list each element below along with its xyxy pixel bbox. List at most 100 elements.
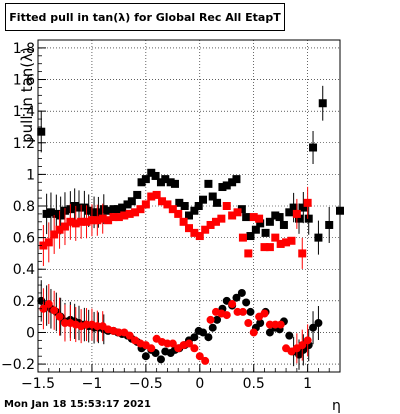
data-square-0 xyxy=(251,225,260,234)
data-square-0 xyxy=(228,178,237,187)
data-square-0 xyxy=(213,198,222,207)
data-dot-3 xyxy=(44,300,53,309)
x-tick-label: 1 xyxy=(303,376,312,392)
data-dot-3 xyxy=(195,352,204,361)
data-square-0 xyxy=(295,214,304,223)
data-square-0 xyxy=(52,209,61,218)
data-dot-2 xyxy=(265,328,274,337)
data-square-0 xyxy=(318,99,327,108)
x-tick-label: −0.5 xyxy=(129,376,163,392)
axes: −1.5 −1 −0.5 0 0.5 1 −0.2 0 0.2 0.4 0.6 0.8 1 1.2 1.4 1… xyxy=(1,39,341,392)
data-square-1 xyxy=(276,239,285,248)
data-dot-2 xyxy=(208,323,217,332)
data-square-1 xyxy=(50,230,59,239)
data-dot-3 xyxy=(298,341,307,350)
data-square-0 xyxy=(56,211,65,220)
data-square-0 xyxy=(190,206,199,215)
data-square-1 xyxy=(206,220,215,229)
data-square-0 xyxy=(218,183,227,192)
y-tick-label: 0 xyxy=(26,325,35,341)
x-tick-label: 0.5 xyxy=(243,376,265,392)
data-dot-3 xyxy=(39,304,48,313)
data-square-1 xyxy=(60,222,69,231)
data-dot-3 xyxy=(303,336,312,345)
data-square-1 xyxy=(249,213,258,222)
data-dot-3 xyxy=(244,318,253,327)
data-square-1 xyxy=(125,209,134,218)
data-square-0 xyxy=(84,206,93,215)
data-dot-2 xyxy=(242,298,251,307)
data-square-1 xyxy=(260,243,269,252)
y-axis-label: pull in tan(λ) xyxy=(18,47,36,143)
data-square-0 xyxy=(70,202,79,210)
y-tick-label: 1.4 xyxy=(13,104,35,120)
data-square-0 xyxy=(325,220,334,229)
data-dot-2 xyxy=(213,315,222,324)
data-square-0 xyxy=(94,208,103,217)
data-square-1 xyxy=(217,214,226,223)
data-square-0 xyxy=(199,195,208,204)
data-square-1 xyxy=(287,236,296,245)
data-square-1 xyxy=(298,249,307,258)
data-square-1 xyxy=(244,249,253,258)
data-square-0 xyxy=(147,168,156,177)
data-square-1 xyxy=(168,205,177,214)
data-square-1 xyxy=(265,243,274,252)
data-square-0 xyxy=(285,208,294,217)
data-dot-3 xyxy=(249,328,258,337)
data-square-1 xyxy=(131,208,140,217)
data-square-0 xyxy=(118,203,127,212)
x-axis-label: η xyxy=(332,398,341,414)
data-square-0 xyxy=(237,205,246,214)
data-square-1 xyxy=(190,228,199,237)
data-dot-2 xyxy=(190,333,199,342)
data-square-0 xyxy=(265,217,274,226)
y-tick-label: −0.2 xyxy=(1,357,35,373)
data-square-1 xyxy=(104,216,113,225)
data-square-0 xyxy=(304,214,313,223)
data-dot-3 xyxy=(260,309,269,318)
data-square-1 xyxy=(233,208,242,217)
data-square-0 xyxy=(180,202,189,210)
data-square-1 xyxy=(87,216,96,225)
data-dot-3 xyxy=(228,300,237,309)
grid-lines xyxy=(37,40,340,372)
y-tick-label: 1.2 xyxy=(13,136,35,152)
x-tick-label: 0 xyxy=(195,376,204,392)
data-square-0 xyxy=(242,213,251,222)
data-dot-2 xyxy=(314,318,323,327)
data-dot-2 xyxy=(246,307,255,316)
data-square-1 xyxy=(136,205,145,214)
data-square-1 xyxy=(238,233,247,242)
data-square-0 xyxy=(37,127,46,136)
data-square-1 xyxy=(93,216,102,225)
data-square-1 xyxy=(44,238,53,247)
data-dot-2 xyxy=(237,288,246,297)
y-tick-label: 1 xyxy=(26,167,35,183)
data-marks xyxy=(37,85,344,370)
data-square-1 xyxy=(292,209,301,218)
data-dot-3 xyxy=(55,312,64,321)
data-square-1 xyxy=(82,217,91,226)
data-dot-3 xyxy=(185,339,193,348)
y-tick-label: 1.8 xyxy=(13,41,35,57)
y-tick-label: 1.6 xyxy=(13,73,35,89)
data-square-1 xyxy=(39,241,48,250)
data-dot-3 xyxy=(238,307,247,316)
data-square-0 xyxy=(42,209,51,218)
data-square-1 xyxy=(55,225,64,234)
data-square-1 xyxy=(222,202,231,210)
data-square-1 xyxy=(185,224,193,233)
data-square-0 xyxy=(204,179,213,188)
data-square-0 xyxy=(299,203,308,212)
data-dot-3 xyxy=(206,315,215,324)
data-dot-3 xyxy=(147,344,156,353)
y-tick-label: 0.6 xyxy=(13,231,35,247)
data-dot-2 xyxy=(199,328,208,337)
data-square-0 xyxy=(133,190,142,199)
data-square-0 xyxy=(104,206,113,215)
data-square-0 xyxy=(314,233,323,242)
data-square-1 xyxy=(179,217,188,226)
data-square-1 xyxy=(282,238,291,247)
